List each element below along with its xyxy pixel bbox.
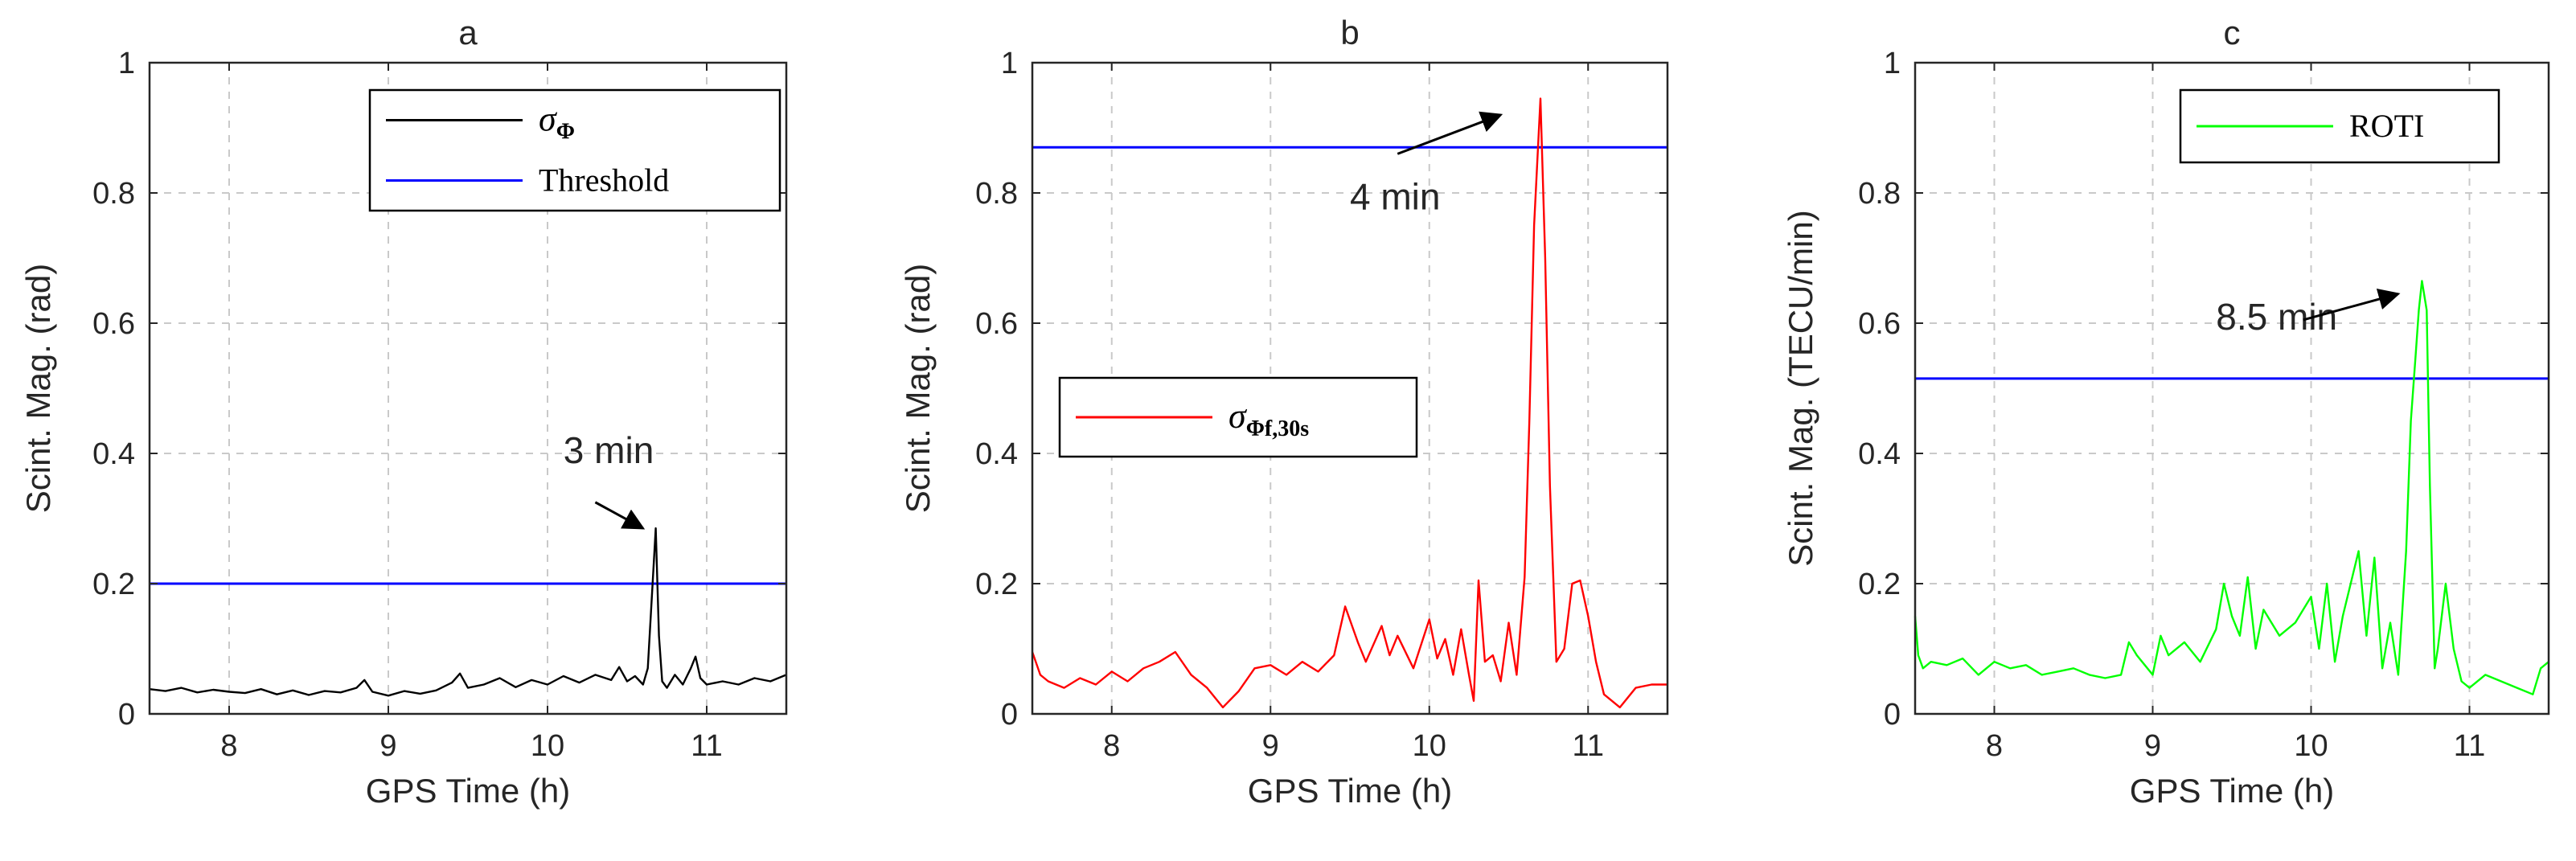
series-line-b <box>1031 97 1667 709</box>
chart-panel-b: 8 9 10 11 0 0.2 0.4 0.6 0.8 1 b GPS Time (h) Scint. … <box>899 14 1669 810</box>
x-tick-label: 9 <box>379 729 396 763</box>
panel-title: c <box>2224 14 2241 51</box>
legend-label: σΦ <box>539 100 575 145</box>
x-tick-label: 9 <box>1262 729 1279 763</box>
chart-panel-a: 8 9 10 11 0 0.2 0.4 0.6 0.8 1 a GPS Time (h) Scint. … <box>19 14 788 810</box>
x-tick-label: 11 <box>2454 729 2485 763</box>
y-tick-label: 0.2 <box>975 568 1018 601</box>
legend: σΦ Threshold <box>368 88 781 212</box>
x-tick-label: 11 <box>691 729 722 763</box>
x-axis-label: GPS Time (h) <box>2130 772 2334 810</box>
y-tick-label: 0.4 <box>1858 437 1901 471</box>
y-tick-label: 0 <box>1884 698 1901 732</box>
x-tick-label: 11 <box>1573 729 1604 763</box>
y-tick-label: 0.8 <box>975 177 1018 211</box>
y-tick-label: 0.4 <box>975 437 1018 471</box>
x-tick-label: 10 <box>531 729 564 763</box>
x-tick-label: 8 <box>1986 729 2003 763</box>
x-tick-label: 10 <box>1413 729 1446 763</box>
x-axis-label: GPS Time (h) <box>1248 772 1452 810</box>
y-tick-label: 0.8 <box>92 177 135 211</box>
legend-label: ROTI <box>2349 108 2424 144</box>
annotation-text: 3 min <box>564 429 654 471</box>
x-tick-label: 9 <box>2144 729 2161 763</box>
y-tick-label: 0.6 <box>975 307 1018 341</box>
annotation-text: 8.5 min <box>2216 296 2337 338</box>
x-tick-label: 8 <box>1103 729 1120 763</box>
axes-box <box>1914 61 2550 715</box>
y-tick-label: 0.8 <box>1858 177 1901 211</box>
y-tick-label: 1 <box>1884 47 1901 80</box>
annotation-arrow <box>594 501 646 530</box>
legend-label: Threshold <box>539 162 669 199</box>
y-tick-label: 0.2 <box>92 568 135 601</box>
legend: ROTI <box>2179 88 2500 164</box>
y-tick-label: 0.2 <box>1858 568 1901 601</box>
x-tick-label: 10 <box>2294 729 2328 763</box>
y-tick-label: 0 <box>118 698 135 732</box>
axes-box <box>148 61 788 715</box>
y-axis-label: Scint. Mag. (rad) <box>19 264 57 513</box>
x-tick-label: 8 <box>220 729 237 763</box>
panel-title: b <box>1340 14 1359 51</box>
chart-panel-c: 8 9 10 11 0 0.2 0.4 0.6 0.8 1 c GPS Time (h) Scint. … <box>1782 14 2550 810</box>
annotation-arrow <box>2303 288 2401 322</box>
y-tick-label: 0.6 <box>92 307 135 341</box>
x-axis-label: GPS Time (h) <box>366 772 570 810</box>
legend-box <box>368 88 781 212</box>
legend: σΦf,30s <box>1058 376 1418 458</box>
y-tick-label: 0.6 <box>1858 307 1901 341</box>
panel-title: a <box>458 14 478 51</box>
series-line-a <box>149 527 787 697</box>
axes-box <box>1031 61 1669 715</box>
y-tick-label: 0 <box>1001 698 1018 732</box>
y-tick-label: 1 <box>118 47 135 80</box>
y-tick-label: 0.4 <box>92 437 135 471</box>
y-axis-label: Scint. Mag. (TECU/min) <box>1782 210 1819 566</box>
y-axis-label: Scint. Mag. (rad) <box>899 264 937 513</box>
series-line-c <box>1914 280 2549 695</box>
legend-label: σΦf,30s <box>1229 396 1309 441</box>
annotation-arrow <box>1397 111 1503 155</box>
y-tick-label: 1 <box>1001 47 1018 80</box>
annotation-text: 4 min <box>1350 175 1440 217</box>
